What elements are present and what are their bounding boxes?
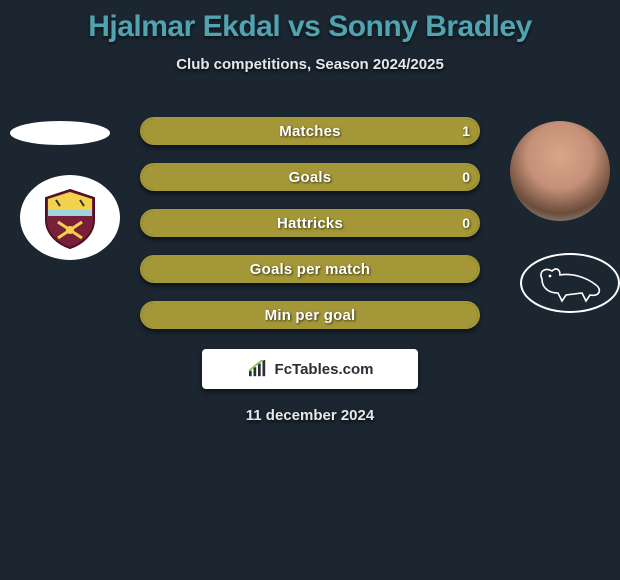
stat-bar-value-right: 0	[462, 211, 470, 235]
shield-icon	[38, 186, 102, 250]
player-left-avatar	[10, 121, 110, 145]
stat-bar: Goals per match	[140, 255, 480, 283]
stat-bar-label: Matches	[142, 119, 478, 143]
bar-chart-icon	[247, 360, 269, 378]
branding-text: FcTables.com	[275, 361, 374, 378]
stat-bars: Matches1Goals0Hattricks0Goals per matchM…	[140, 117, 480, 347]
ram-icon	[526, 259, 614, 307]
club-right-crest	[520, 253, 620, 313]
stat-bar: Matches1	[140, 117, 480, 145]
stat-bar: Min per goal	[140, 301, 480, 329]
stat-bar-value-right: 0	[462, 165, 470, 189]
comparison-subtitle: Club competitions, Season 2024/2025	[0, 56, 620, 73]
club-left-crest	[20, 175, 120, 260]
comparison-title: Hjalmar Ekdal vs Sonny Bradley	[0, 0, 620, 44]
stat-bar-label: Goals per match	[142, 257, 478, 281]
player-right-avatar	[510, 121, 610, 221]
stat-bar-value-right: 1	[462, 119, 470, 143]
stat-bar: Hattricks0	[140, 209, 480, 237]
snapshot-date: 11 december 2024	[0, 407, 620, 424]
stat-bar-label: Goals	[142, 165, 478, 189]
branding-badge[interactable]: FcTables.com	[202, 349, 418, 389]
stat-bar-label: Hattricks	[142, 211, 478, 235]
stat-bar: Goals0	[140, 163, 480, 191]
stat-bar-label: Min per goal	[142, 303, 478, 327]
